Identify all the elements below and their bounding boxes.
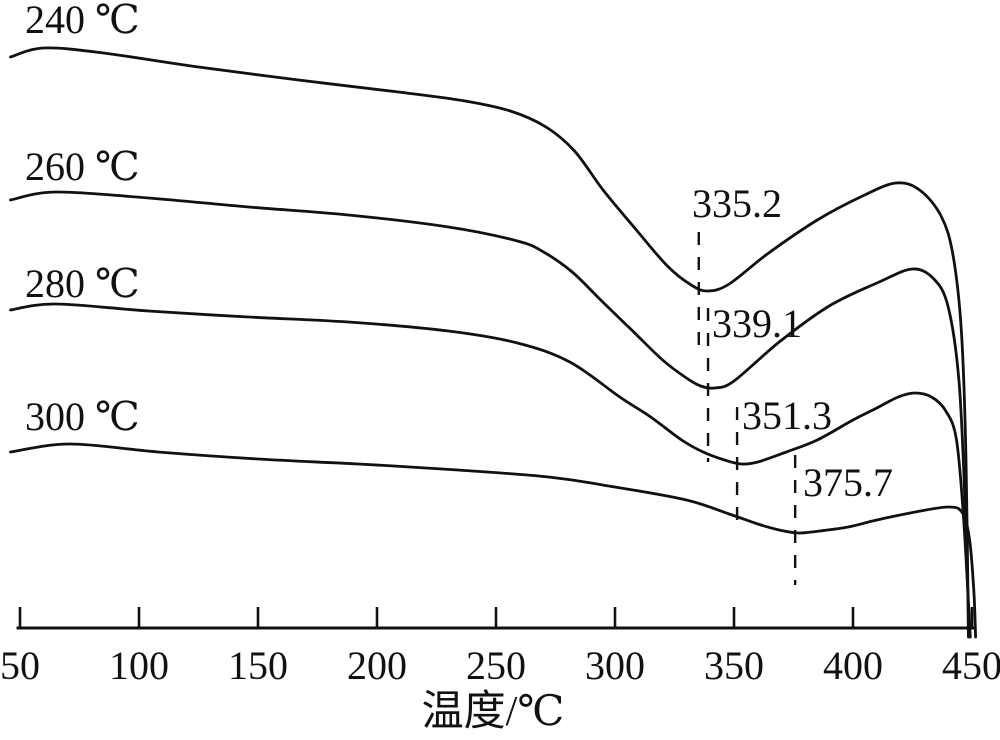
x-axis-title: 温度/℃ (422, 689, 565, 735)
curve-300c (9, 442, 977, 639)
x-tick-label-400: 400 (823, 643, 883, 688)
x-tick-label-150: 150 (228, 643, 288, 688)
curve-260c (9, 190, 971, 639)
curve-280c (9, 302, 972, 639)
x-tick-label-350: 350 (704, 643, 764, 688)
x-tick-label-250: 250 (466, 643, 526, 688)
annotation-label-375.7: 375.7 (803, 460, 893, 505)
curve-240c (9, 46, 970, 639)
x-tick-label-100: 100 (109, 643, 169, 688)
curve-label-280c: 280 ℃ (25, 261, 140, 306)
annotation-label-335.2: 335.2 (692, 181, 782, 226)
annotation-label-351.3: 351.3 (742, 393, 832, 438)
x-tick-label-200: 200 (347, 643, 407, 688)
x-axis: 50 100 150 200 250 300 350 400 450 (0, 607, 1000, 688)
minimum-annotations: 335.2 339.1 351.3 375.7 (692, 181, 893, 585)
curve-label-240c: 240 ℃ (25, 0, 140, 42)
x-tick-label-300: 300 (585, 643, 645, 688)
curve-label-300c: 300 ℃ (25, 394, 140, 439)
curve-label-260c: 260 ℃ (25, 144, 140, 189)
curve-labels: 240 ℃ 260 ℃ 280 ℃ 300 ℃ (25, 0, 140, 439)
annotation-label-339.1: 339.1 (712, 301, 802, 346)
x-tick-label-50: 50 (0, 643, 40, 688)
curves (9, 46, 977, 639)
x-tick-label-450: 450 (942, 643, 1000, 688)
